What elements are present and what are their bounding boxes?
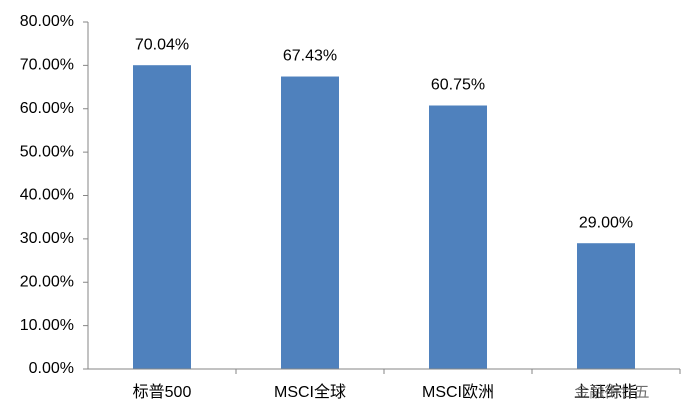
value-label: 67.43% xyxy=(283,48,337,65)
y-tick-label: 10.00% xyxy=(20,317,74,334)
watermark: 金融街廿五 xyxy=(574,384,649,401)
bar xyxy=(429,105,487,369)
x-tick-label: 上证综指 xyxy=(574,383,638,401)
y-tick-label: 0.00% xyxy=(29,360,74,377)
y-tick-label: 30.00% xyxy=(20,230,74,247)
x-tick-label: MSCI全球 xyxy=(274,383,346,401)
value-label: 60.75% xyxy=(431,77,485,94)
bar xyxy=(281,76,339,370)
y-tick-label: 50.00% xyxy=(20,143,74,160)
y-tick-label: 70.00% xyxy=(20,57,74,74)
bar xyxy=(133,65,191,369)
value-label: 70.04% xyxy=(135,36,189,53)
y-tick-label: 40.00% xyxy=(20,187,74,204)
y-tick-label: 60.00% xyxy=(20,100,74,117)
x-tick-label: 标普500 xyxy=(133,383,192,401)
value-label: 29.00% xyxy=(579,214,633,231)
y-tick-label: 20.00% xyxy=(20,273,74,290)
bar xyxy=(577,243,635,369)
x-tick-label: MSCI欧洲 xyxy=(422,383,494,401)
y-tick-label: 80.00% xyxy=(20,13,74,30)
